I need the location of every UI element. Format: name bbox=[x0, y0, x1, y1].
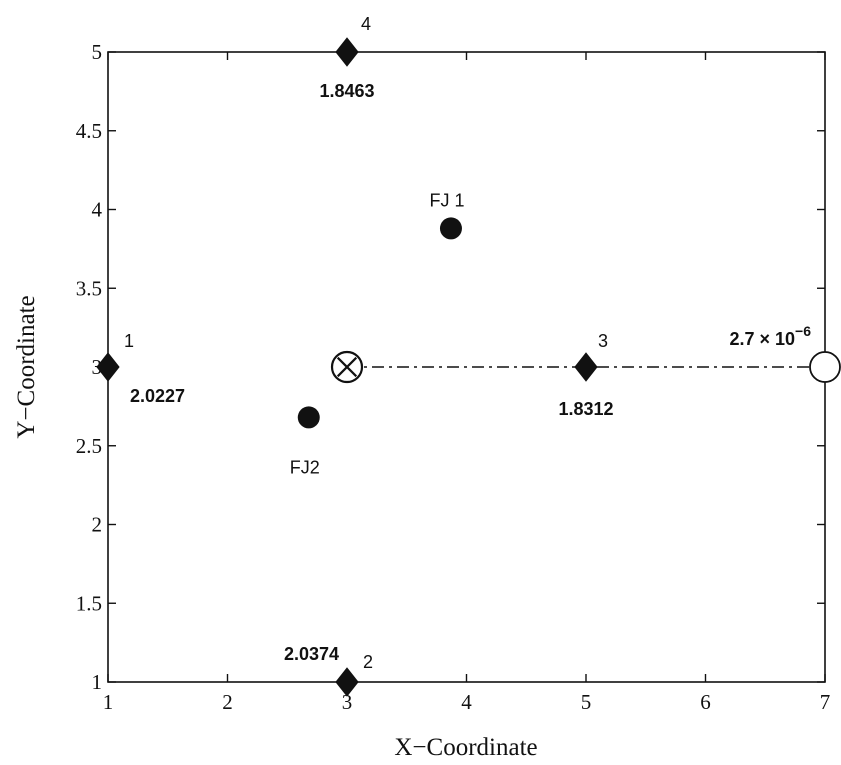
destination-marker bbox=[809, 351, 841, 383]
x-tick-labels: 1 2 3 4 5 6 7 bbox=[103, 690, 831, 714]
anchor-marker bbox=[96, 352, 120, 382]
anchor-id-label: 1 bbox=[124, 331, 134, 351]
y-tick-label: 1 bbox=[92, 670, 103, 694]
x-tick-label: 1 bbox=[103, 690, 114, 714]
anchor-value-label: 1.8463 bbox=[319, 81, 374, 101]
y-tick-label: 2 bbox=[92, 513, 103, 537]
jammer-marker bbox=[439, 217, 462, 240]
y-tick-label: 5 bbox=[92, 40, 103, 64]
y-axis-title: Y−Coordinate bbox=[13, 295, 40, 438]
anchor-marker bbox=[574, 352, 598, 382]
destination-value-label: 2.7 × 10−6 bbox=[729, 323, 811, 349]
x-axis-title: X−Coordinate bbox=[394, 734, 537, 761]
x-tick-label: 2 bbox=[222, 690, 233, 714]
anchor-marker bbox=[335, 667, 359, 697]
anchor-marker bbox=[335, 37, 359, 67]
anchor-id-label: 4 bbox=[361, 14, 371, 34]
anchor-id-label: 2 bbox=[363, 652, 373, 672]
anchor-value-label: 2.0374 bbox=[284, 644, 339, 664]
anchor-value-label: 2.0227 bbox=[130, 386, 185, 406]
anchor-value-label: 1.8312 bbox=[558, 399, 613, 419]
marks-layer bbox=[96, 37, 841, 697]
source-marker-cross bbox=[336, 356, 358, 378]
x-tick-label: 7 bbox=[820, 690, 831, 714]
x-tick-label: 3 bbox=[342, 690, 353, 714]
y-tick-label: 1.5 bbox=[76, 591, 102, 615]
x-tick-label: 5 bbox=[581, 690, 592, 714]
destination-value-exponent: −6 bbox=[795, 323, 811, 339]
y-tick-label: 4 bbox=[92, 198, 103, 222]
y-tick-label: 4.5 bbox=[76, 119, 102, 143]
axis-ticks bbox=[107, 51, 826, 683]
jammer-label: FJ 1 bbox=[429, 190, 464, 210]
jammer-label: FJ2 bbox=[290, 457, 320, 477]
y-tick-labels: 11.522.533.544.55 bbox=[76, 40, 103, 694]
x-tick-label: 4 bbox=[461, 690, 472, 714]
x-tick-label: 6 bbox=[700, 690, 711, 714]
anchor-id-label: 3 bbox=[598, 331, 608, 351]
y-tick-label: 2.5 bbox=[76, 434, 102, 458]
annotation-layer: 1 2.0227 2 2.0374 3 1.8312 4 1.8463 FJ 1 FJ2 2.7 ×… bbox=[124, 14, 811, 672]
y-tick-label: 3.5 bbox=[76, 276, 102, 300]
jammer-marker bbox=[297, 406, 320, 429]
destination-value-base: 2.7 × 10 bbox=[729, 329, 795, 349]
